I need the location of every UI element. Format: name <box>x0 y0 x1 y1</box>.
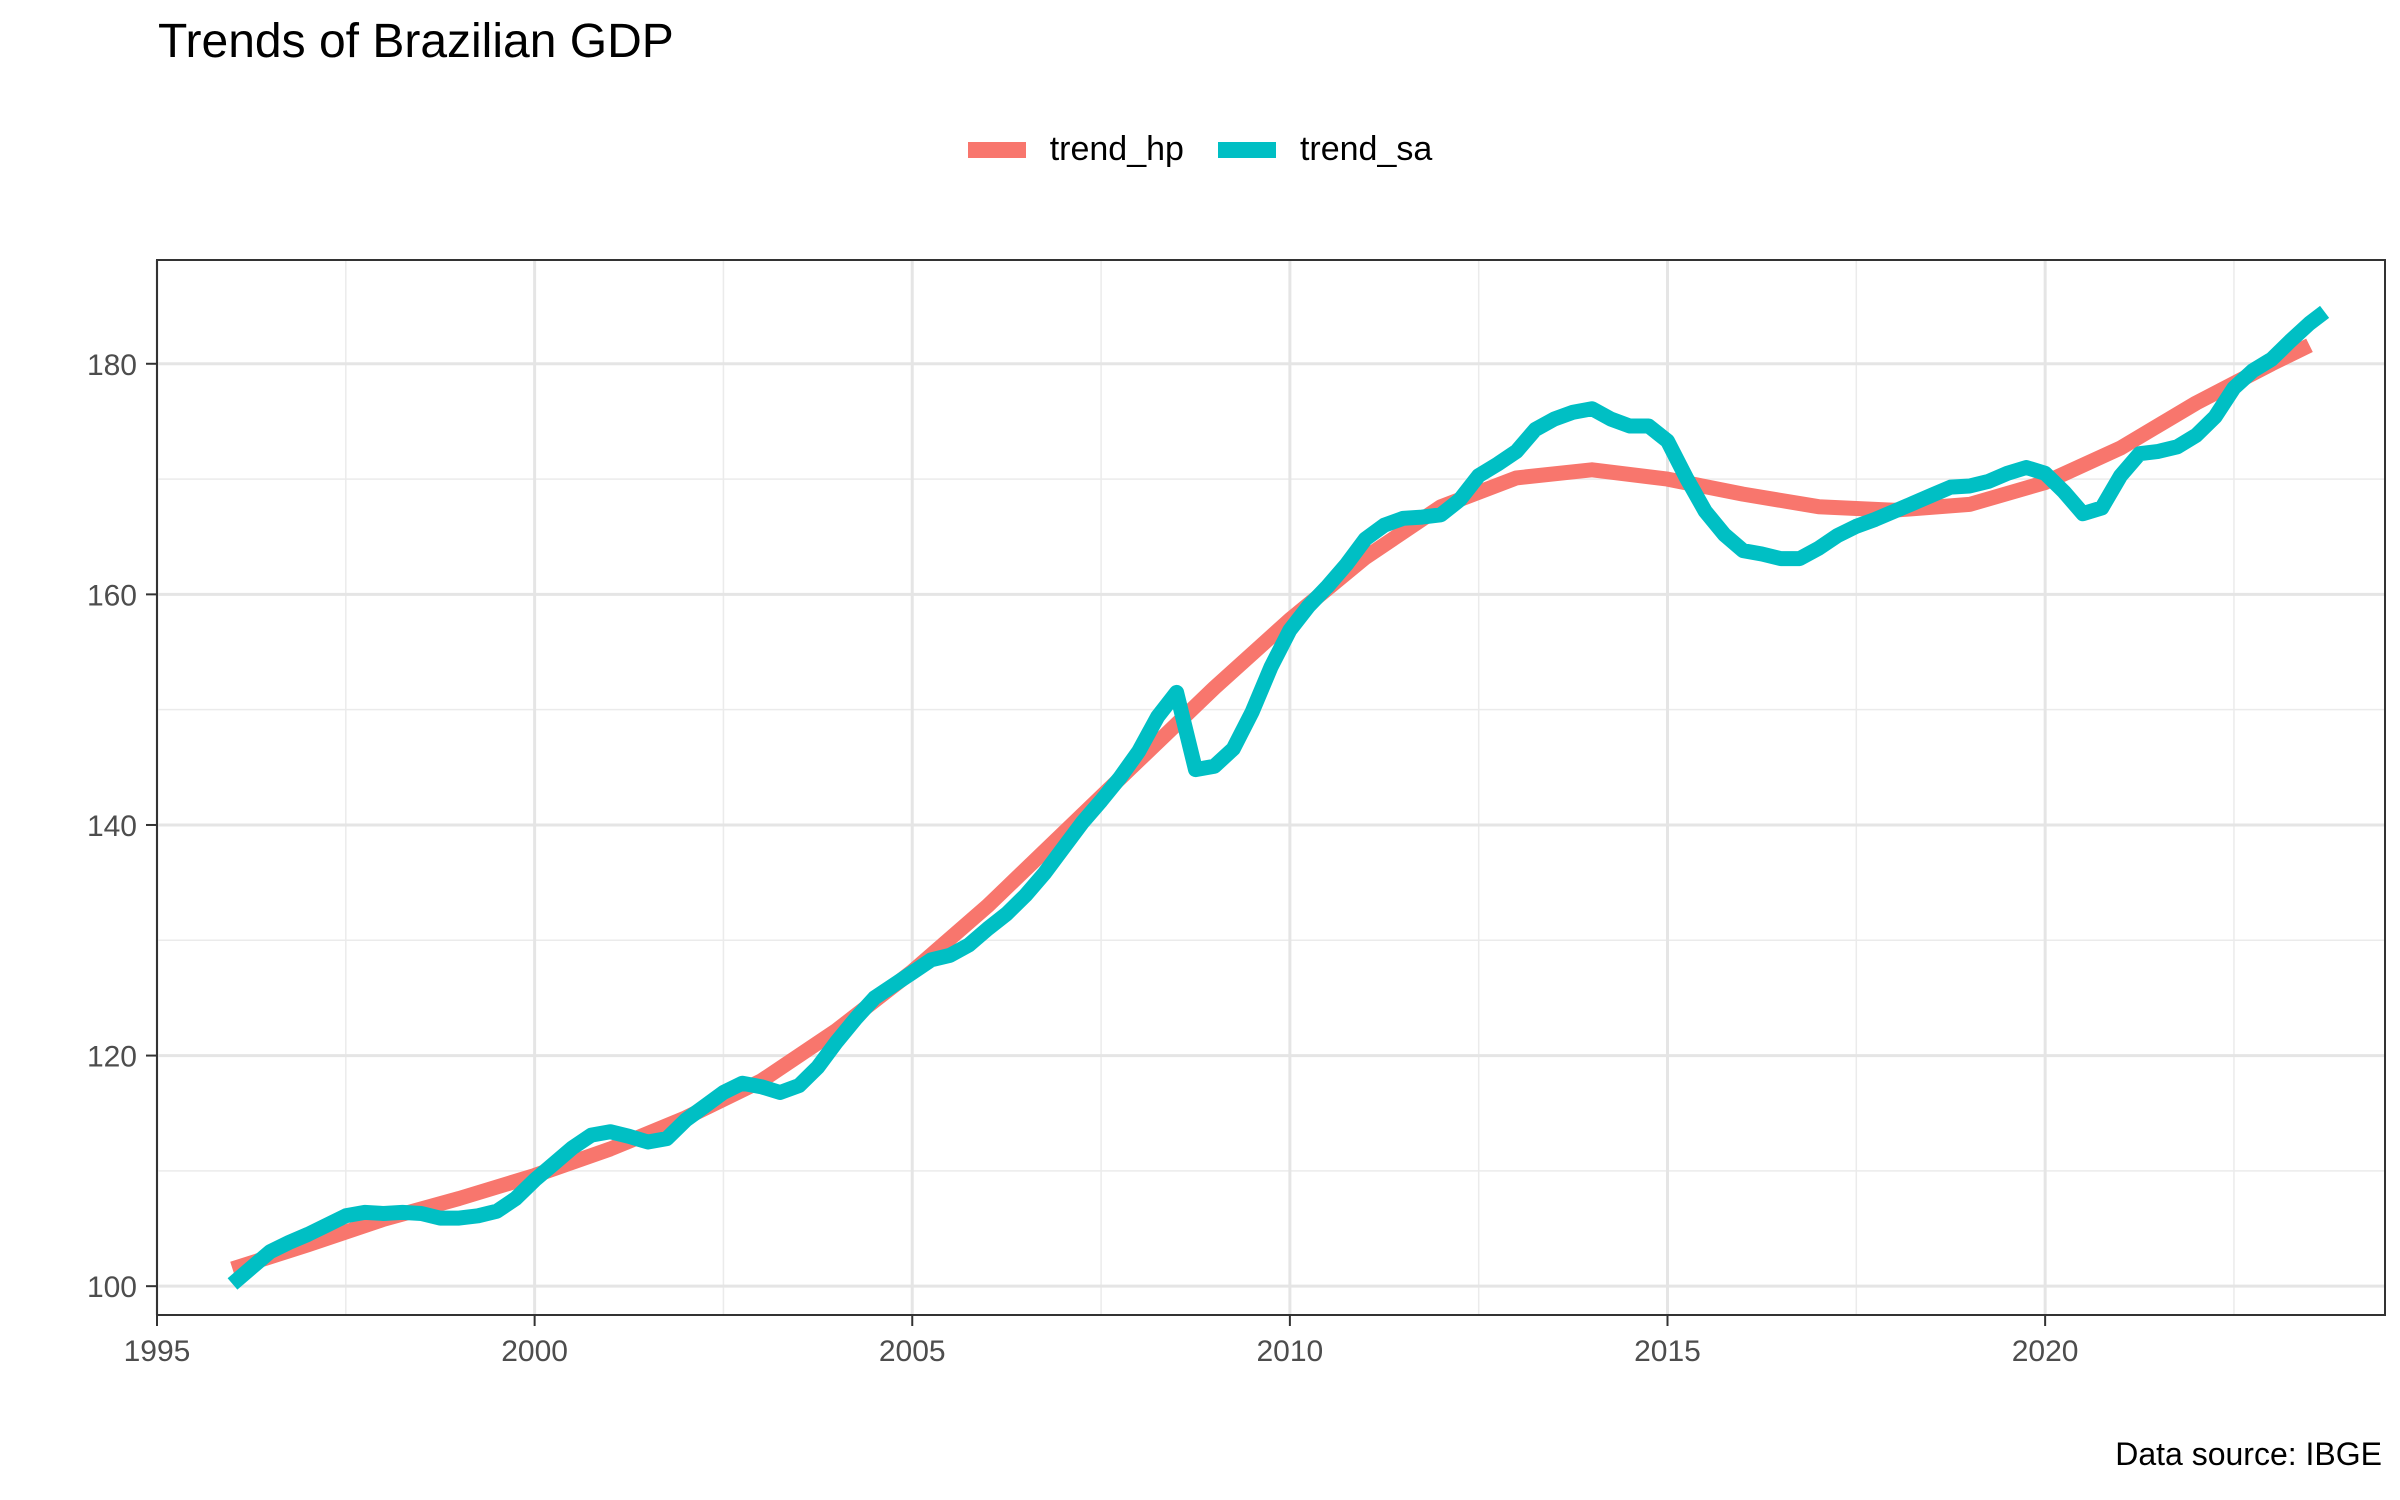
legend-label-trend-hp: trend_hp <box>1049 130 1184 168</box>
y-tick-label: 160 <box>87 579 137 612</box>
x-tick-label: 2005 <box>879 1335 946 1368</box>
data-source-caption: Data source: IBGE <box>2115 1436 2382 1472</box>
series-line-trend-sa <box>227 305 2330 1290</box>
chart-title: Trends of Brazilian GDP <box>158 15 674 68</box>
x-tick-label: 2020 <box>2012 1335 2079 1368</box>
legend-key-trend-hp <box>967 141 1026 158</box>
legend-key-trend-sa <box>1217 141 1276 158</box>
x-tick-label: 2015 <box>1634 1335 1701 1368</box>
x-tick-label: 2010 <box>1257 1335 1324 1368</box>
panel-border <box>156 259 2386 1316</box>
legend-label-trend-sa: trend_sa <box>1299 130 1433 168</box>
legend-item-trend-sa: trend_sa <box>1217 130 1433 169</box>
legend: trend_hp trend_sa <box>0 130 2400 169</box>
y-tick-label: 180 <box>87 349 137 382</box>
x-tick-label: 1995 <box>124 1335 191 1368</box>
y-tick-label: 140 <box>87 810 137 843</box>
y-tick-label: 100 <box>87 1271 137 1304</box>
y-tick-label: 120 <box>87 1041 137 1074</box>
x-tick-label: 2000 <box>501 1335 568 1368</box>
legend-item-trend-hp: trend_hp <box>967 130 1184 169</box>
